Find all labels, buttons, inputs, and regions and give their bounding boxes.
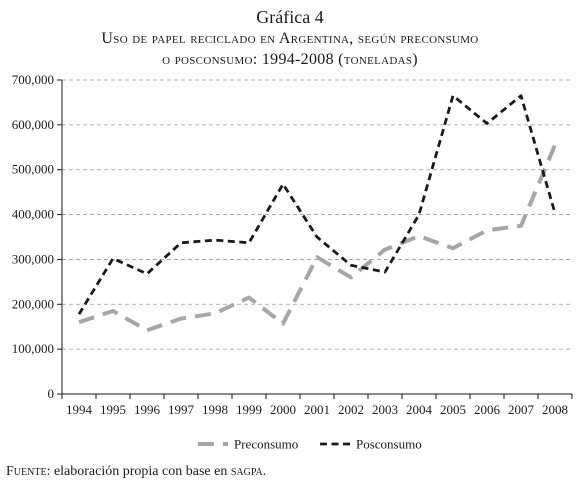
- x-tick-label: 2000: [270, 402, 296, 417]
- source-end: .: [262, 464, 267, 479]
- y-tick-label: 0: [48, 386, 55, 401]
- x-tick-label: 1995: [100, 402, 126, 417]
- y-axis: 0 100,000 200,000 300,000 400,000 500,000 600,…: [12, 72, 63, 401]
- x-tick-label: 2007: [508, 402, 535, 417]
- x-tick-label: 2008: [542, 402, 568, 417]
- source-text: : elaboración propia con base en: [46, 464, 231, 479]
- y-tick-label: 100,000: [12, 341, 54, 356]
- x-tick-label: 1997: [168, 402, 195, 417]
- y-tick-label: 500,000: [12, 162, 54, 177]
- x-tick-label: 2002: [338, 402, 364, 417]
- legend-label-posconsumo: Posconsumo: [356, 437, 422, 452]
- x-tick-label: 2005: [440, 402, 466, 417]
- series-line-preconsumo: [78, 144, 557, 333]
- chart-title-line-1: Uso de papel reciclado en Argentina, seg…: [101, 30, 479, 47]
- chart-header: Gráfica 4 Uso de papel reciclado en Arge…: [0, 6, 580, 70]
- x-axis: 1994 1995 1996 1997 1998 1999 2000 2001 2002 2003…: [61, 393, 573, 417]
- grid-lines: [62, 79, 572, 350]
- legend: Preconsumo Posconsumo: [198, 437, 422, 452]
- x-tick-label: 2004: [406, 402, 433, 417]
- y-tick-label: 200,000: [12, 296, 54, 311]
- x-tick-label: 2006: [474, 402, 501, 417]
- x-tick-label: 1998: [202, 402, 228, 417]
- y-tick-label: 700,000: [12, 72, 54, 87]
- series-lines: [77, 94, 557, 333]
- y-tick-label: 400,000: [12, 207, 54, 222]
- series-line-posconsumo: [77, 94, 557, 315]
- y-tick-label: 300,000: [12, 251, 54, 266]
- x-tick-label: 2003: [372, 402, 398, 417]
- x-tick-label: 2001: [304, 402, 330, 417]
- legend-label-preconsumo: Preconsumo: [234, 437, 298, 452]
- y-tick-label: 600,000: [12, 117, 54, 132]
- source-abbr: sagpa: [230, 464, 263, 479]
- source-note: Fuente: elaboración propia con base en s…: [6, 463, 266, 481]
- chart-title-line-2: o posconsumo: 1994-2008 (toneladas): [162, 51, 418, 68]
- x-tick-label: 1996: [134, 402, 161, 417]
- source-lead: Fuente: [6, 464, 47, 479]
- x-tick-label: 1994: [66, 402, 93, 417]
- chart-label: Gráfica 4: [256, 7, 324, 27]
- x-tick-label: 1999: [236, 402, 262, 417]
